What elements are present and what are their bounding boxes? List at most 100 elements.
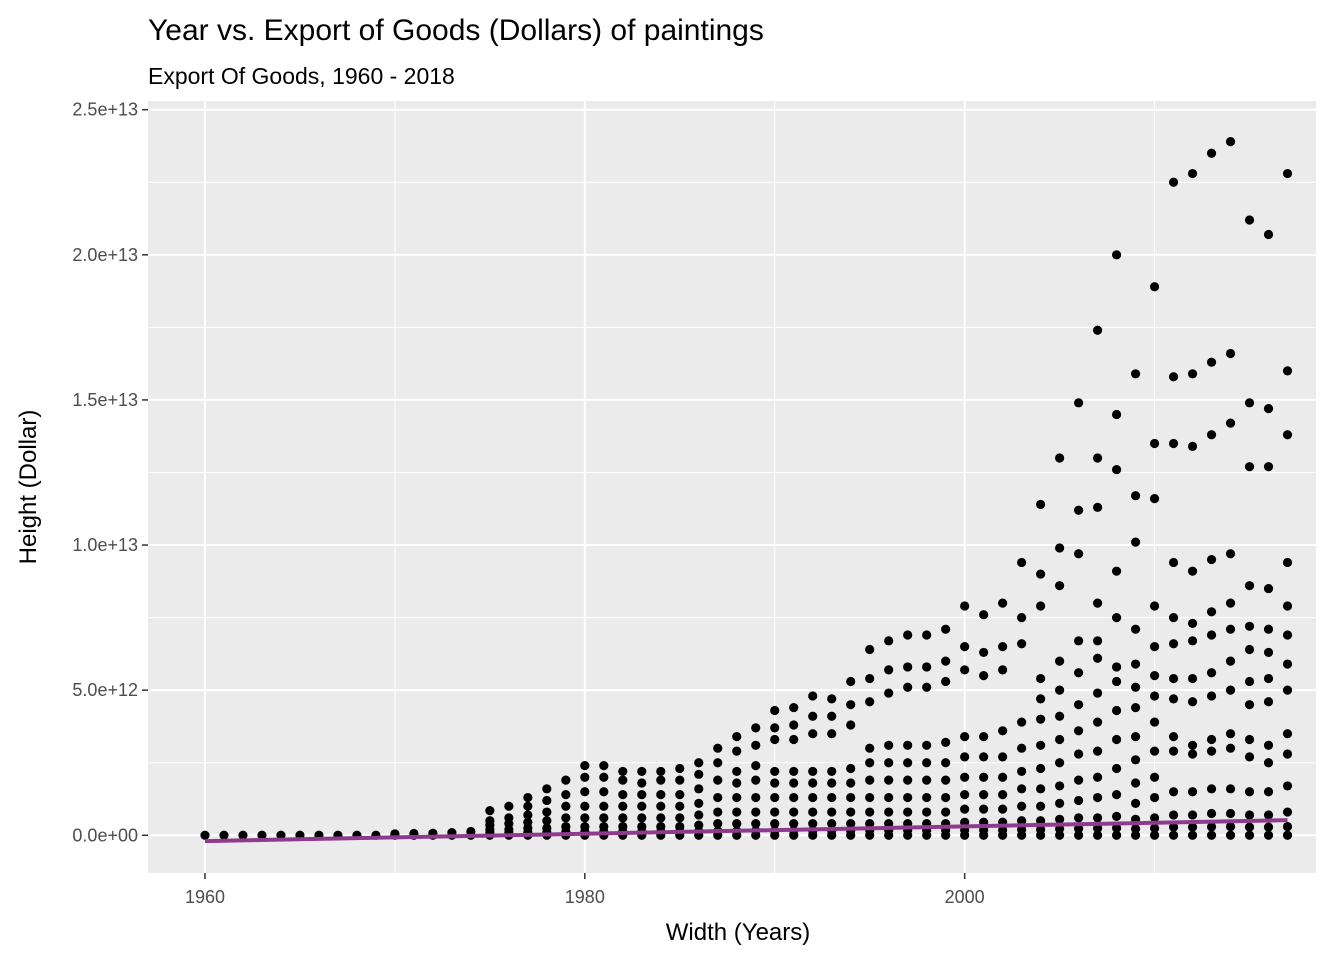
data-point (903, 630, 913, 640)
data-point (827, 819, 837, 829)
data-point (941, 624, 951, 634)
data-point (941, 792, 951, 803)
data-point (580, 787, 590, 797)
data-point (1036, 801, 1046, 811)
data-point (1263, 404, 1274, 414)
data-point (1263, 229, 1274, 240)
data-point (770, 734, 780, 745)
data-point (675, 775, 685, 785)
data-point (1244, 676, 1255, 687)
data-point (1206, 630, 1217, 640)
data-point (1282, 821, 1293, 832)
data-point (1017, 816, 1027, 826)
data-point (808, 792, 818, 803)
data-point (998, 726, 1008, 736)
data-point (732, 778, 742, 788)
data-point (1244, 752, 1255, 762)
data-point (1111, 613, 1122, 623)
data-point (1130, 830, 1141, 840)
data-point (1187, 369, 1198, 379)
data-point (1036, 824, 1046, 835)
data-point (1168, 746, 1179, 756)
data-point (1244, 621, 1255, 631)
data-point (1149, 830, 1160, 840)
data-point (637, 778, 647, 788)
data-point (1092, 813, 1103, 823)
data-point (1111, 823, 1122, 833)
data-point (1074, 749, 1084, 759)
data-point (694, 810, 704, 820)
data-point (1130, 778, 1141, 788)
data-point (1206, 734, 1217, 745)
data-point (770, 807, 780, 817)
data-point (618, 801, 628, 811)
data-point (656, 801, 666, 811)
data-point (808, 711, 818, 721)
data-point (1074, 636, 1084, 646)
data-point (903, 758, 913, 768)
data-point (1225, 598, 1236, 608)
data-point (884, 636, 894, 646)
data-point (770, 723, 780, 733)
data-point (884, 758, 894, 768)
data-point (1263, 787, 1274, 797)
data-point (599, 801, 609, 811)
data-point (1187, 697, 1198, 707)
data-point (1187, 740, 1198, 750)
data-point (1187, 673, 1198, 684)
data-point (1244, 581, 1255, 591)
data-point (675, 763, 685, 774)
y-tick-label: 2.5e+13 (72, 100, 138, 120)
data-point (903, 775, 913, 785)
data-point (827, 711, 837, 721)
data-point (1036, 763, 1046, 774)
data-point (1130, 369, 1141, 379)
data-point (922, 758, 932, 768)
data-point (1168, 177, 1179, 187)
data-point (1168, 639, 1179, 649)
data-point (1187, 749, 1198, 759)
data-point (637, 801, 647, 811)
data-point (1168, 810, 1179, 820)
data-point (1206, 430, 1217, 440)
data-point (1187, 566, 1198, 576)
data-point (1036, 673, 1046, 684)
data-point (903, 682, 913, 692)
data-point (1225, 808, 1236, 819)
data-point (979, 790, 989, 800)
data-point (998, 790, 1008, 800)
data-point (789, 766, 799, 777)
data-point (1244, 398, 1255, 408)
data-point (1282, 659, 1293, 669)
data-point (542, 784, 552, 794)
data-point (1036, 740, 1046, 750)
data-point (770, 819, 780, 829)
data-point (694, 758, 704, 768)
data-point (922, 792, 932, 803)
y-tick-label: 1.5e+13 (72, 390, 138, 410)
data-point (542, 795, 552, 806)
data-point (618, 790, 628, 800)
data-point (808, 807, 818, 817)
data-point (1206, 822, 1217, 832)
data-point (865, 673, 875, 684)
data-point (1282, 601, 1293, 611)
data-point (1149, 494, 1160, 504)
data-point (1225, 624, 1236, 634)
data-point (637, 790, 647, 800)
data-point (504, 813, 514, 823)
data-point (808, 819, 818, 829)
data-point (1187, 830, 1198, 840)
data-point (808, 729, 818, 739)
data-point (979, 610, 989, 620)
data-point (789, 807, 799, 817)
data-point (1092, 653, 1103, 663)
data-point (618, 821, 628, 832)
data-point (694, 769, 704, 779)
data-point (903, 740, 913, 750)
data-point (1017, 766, 1027, 777)
data-point (466, 826, 476, 837)
data-point (1187, 618, 1198, 629)
data-point (751, 723, 761, 733)
data-point (1130, 731, 1141, 742)
